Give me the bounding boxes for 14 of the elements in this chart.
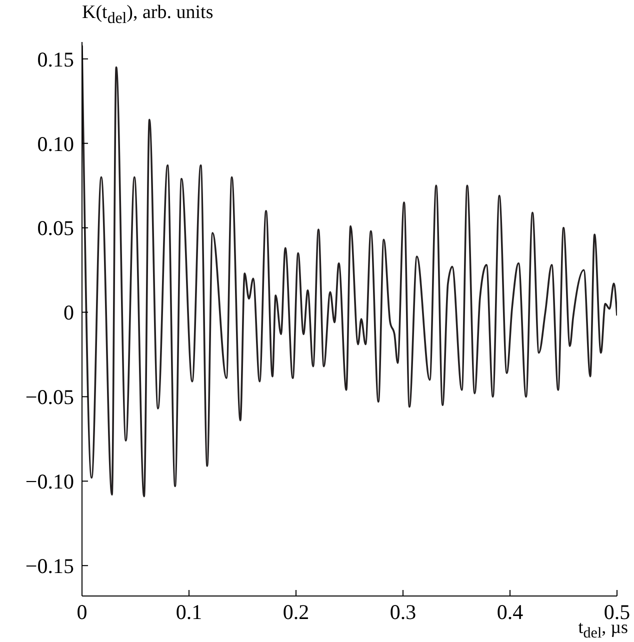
y-tick-label: −0.05 [25,385,74,410]
y-tick-label: 0.10 [37,132,74,156]
y-tick-label: 0.05 [37,216,74,240]
line-series [82,44,617,498]
y-tick-label: −0.10 [25,470,74,494]
y-axis-title: K(t$_{del}$), arb. units [82,2,214,28]
x-tick-label: 0.4 [496,600,524,624]
y-tick-label: 0 [64,300,74,325]
x-tick-label: 0.1 [176,600,202,624]
y-tick-label: 0.15 [37,47,74,72]
x-tick-label: 0.5 [604,600,630,624]
y-tick-label: −0.15 [25,554,74,578]
x-tick-label: 0.3 [390,600,416,624]
x-tick-label: 0.2 [282,600,310,624]
